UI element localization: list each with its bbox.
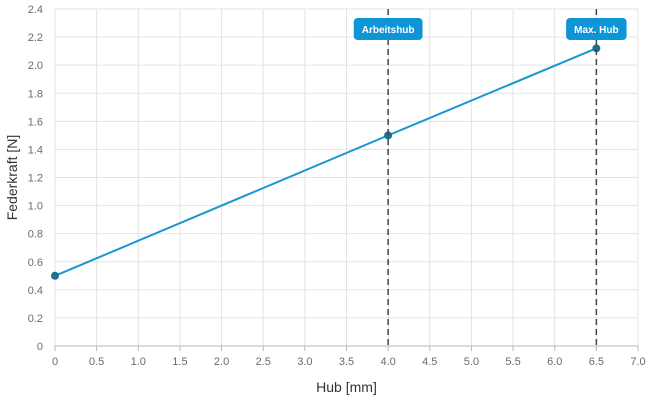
y-tick-label: 2.2 [28,32,43,44]
annotations: Arbeitshub Max. Hub [353,9,627,346]
y-tick-label: 0.2 [28,313,43,325]
x-tick-label: 1.0 [131,356,146,368]
y-tick-label: 1.8 [28,88,43,100]
x-tick-label: 5.0 [464,356,479,368]
annotation-label: Max. Hub [574,25,618,36]
grid-lines [54,8,639,347]
x-tick-label: 6.5 [589,356,604,368]
series-lines [51,44,601,280]
x-tick-label: 2.5 [256,356,271,368]
data-point [384,131,393,140]
x-axis-title: Hub [mm] [316,379,377,395]
y-tick-label: 1.6 [28,116,43,128]
data-point [592,44,601,53]
x-tick-label: 5.5 [505,356,520,368]
y-tick-label: 0.6 [28,257,43,269]
y-tick-label: 1.0 [28,201,43,213]
y-tick-label: 0.4 [28,285,43,297]
x-tick-label: 1.5 [172,356,187,368]
annotation-badge-bg [353,18,423,40]
x-tick-label: 7.0 [630,356,645,368]
y-tick-label: 2.0 [28,60,43,72]
annotation-badge: Arbeitshub [353,18,423,40]
y-tick-label: 0 [37,341,43,353]
y-tick-label: 2.4 [28,4,43,16]
x-tick-labels: 0 0.5 1.0 1.5 2.0 2.5 3.0 3.5 4.0 4.5 5.0 5.5 6.0 6.5… [52,356,646,368]
y-axis-title: Federkraft [N] [4,135,20,221]
x-tick-label: 3.5 [339,356,354,368]
annotation-badge: Max. Hub [566,18,627,40]
x-tick-label: 2.0 [214,356,229,368]
axes [54,345,639,351]
data-point [51,271,59,280]
y-tick-label: 1.4 [28,144,43,156]
x-tick-label: 3.0 [297,356,312,368]
series-line [54,47,597,277]
annotation-badge-bg [566,18,627,40]
x-tick-label: 0 [52,356,58,368]
x-tick-label: 6.0 [547,356,562,368]
y-tick-labels: 0 0.2 0.4 0.6 0.8 1.0 1.2 1.4 1.6 1.8 2.0 2.2 2.4 [28,4,43,353]
annotation-label: Arbeitshub [362,25,415,36]
y-tick-label: 1.2 [28,173,43,185]
y-tick-label: 0.8 [28,229,43,241]
x-tick-label: 0.5 [89,356,104,368]
x-tick-label: 4.5 [422,356,437,368]
x-tick-label: 4.0 [380,356,395,368]
